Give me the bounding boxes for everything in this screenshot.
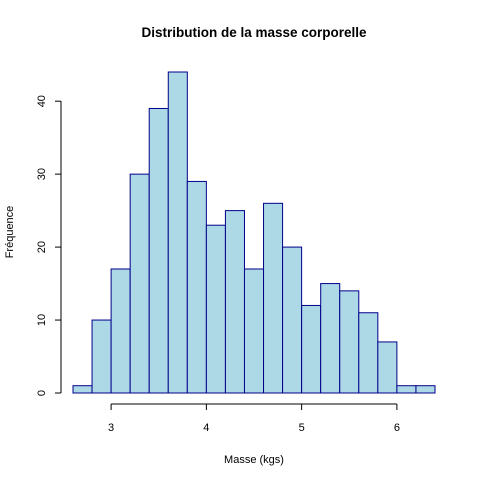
bars-group — [72, 71, 436, 394]
y-axis: 0 10 20 30 40 — [36, 95, 62, 396]
y-tick-label: 0 — [36, 390, 48, 396]
histogram-bar-10 — [243, 268, 265, 394]
histogram-bar-3 — [110, 268, 131, 394]
y-tick-label: 20 — [36, 241, 48, 253]
histogram-bar-9 — [224, 210, 245, 394]
chart-title: Distribution de la masse corporelle — [141, 25, 367, 40]
histogram-bar-1 — [72, 385, 93, 394]
histogram-bar-14 — [320, 283, 341, 394]
histogram-bar-4 — [129, 173, 150, 394]
y-tick-label: 10 — [36, 314, 48, 326]
histogram-bar-5 — [148, 107, 169, 394]
y-axis-label: Fréquence — [4, 206, 16, 259]
histogram-bar-16 — [358, 312, 379, 394]
y-tick-label: 30 — [36, 168, 48, 180]
x-axis-label: Masse (kgs) — [224, 454, 284, 466]
histogram-bar-18 — [396, 385, 417, 394]
histogram-bar-8 — [205, 224, 226, 394]
x-tick-label: 3 — [108, 422, 114, 434]
histogram-bar-19 — [415, 385, 436, 394]
histogram-bar-12 — [282, 246, 303, 394]
histogram-bar-6 — [167, 71, 188, 394]
x-tick-label: 5 — [299, 422, 305, 434]
histogram-bar-11 — [263, 202, 284, 394]
histogram-bar-13 — [301, 304, 322, 394]
histogram-bar-2 — [91, 319, 112, 394]
histogram-bar-7 — [186, 180, 207, 394]
x-tick-label: 6 — [394, 422, 400, 434]
y-tick-label: 40 — [36, 95, 48, 107]
histogram-bar-17 — [377, 341, 398, 394]
x-axis: 3 4 5 6 — [108, 403, 400, 434]
x-tick-label: 4 — [203, 422, 209, 434]
histogram-bar-15 — [339, 290, 360, 394]
